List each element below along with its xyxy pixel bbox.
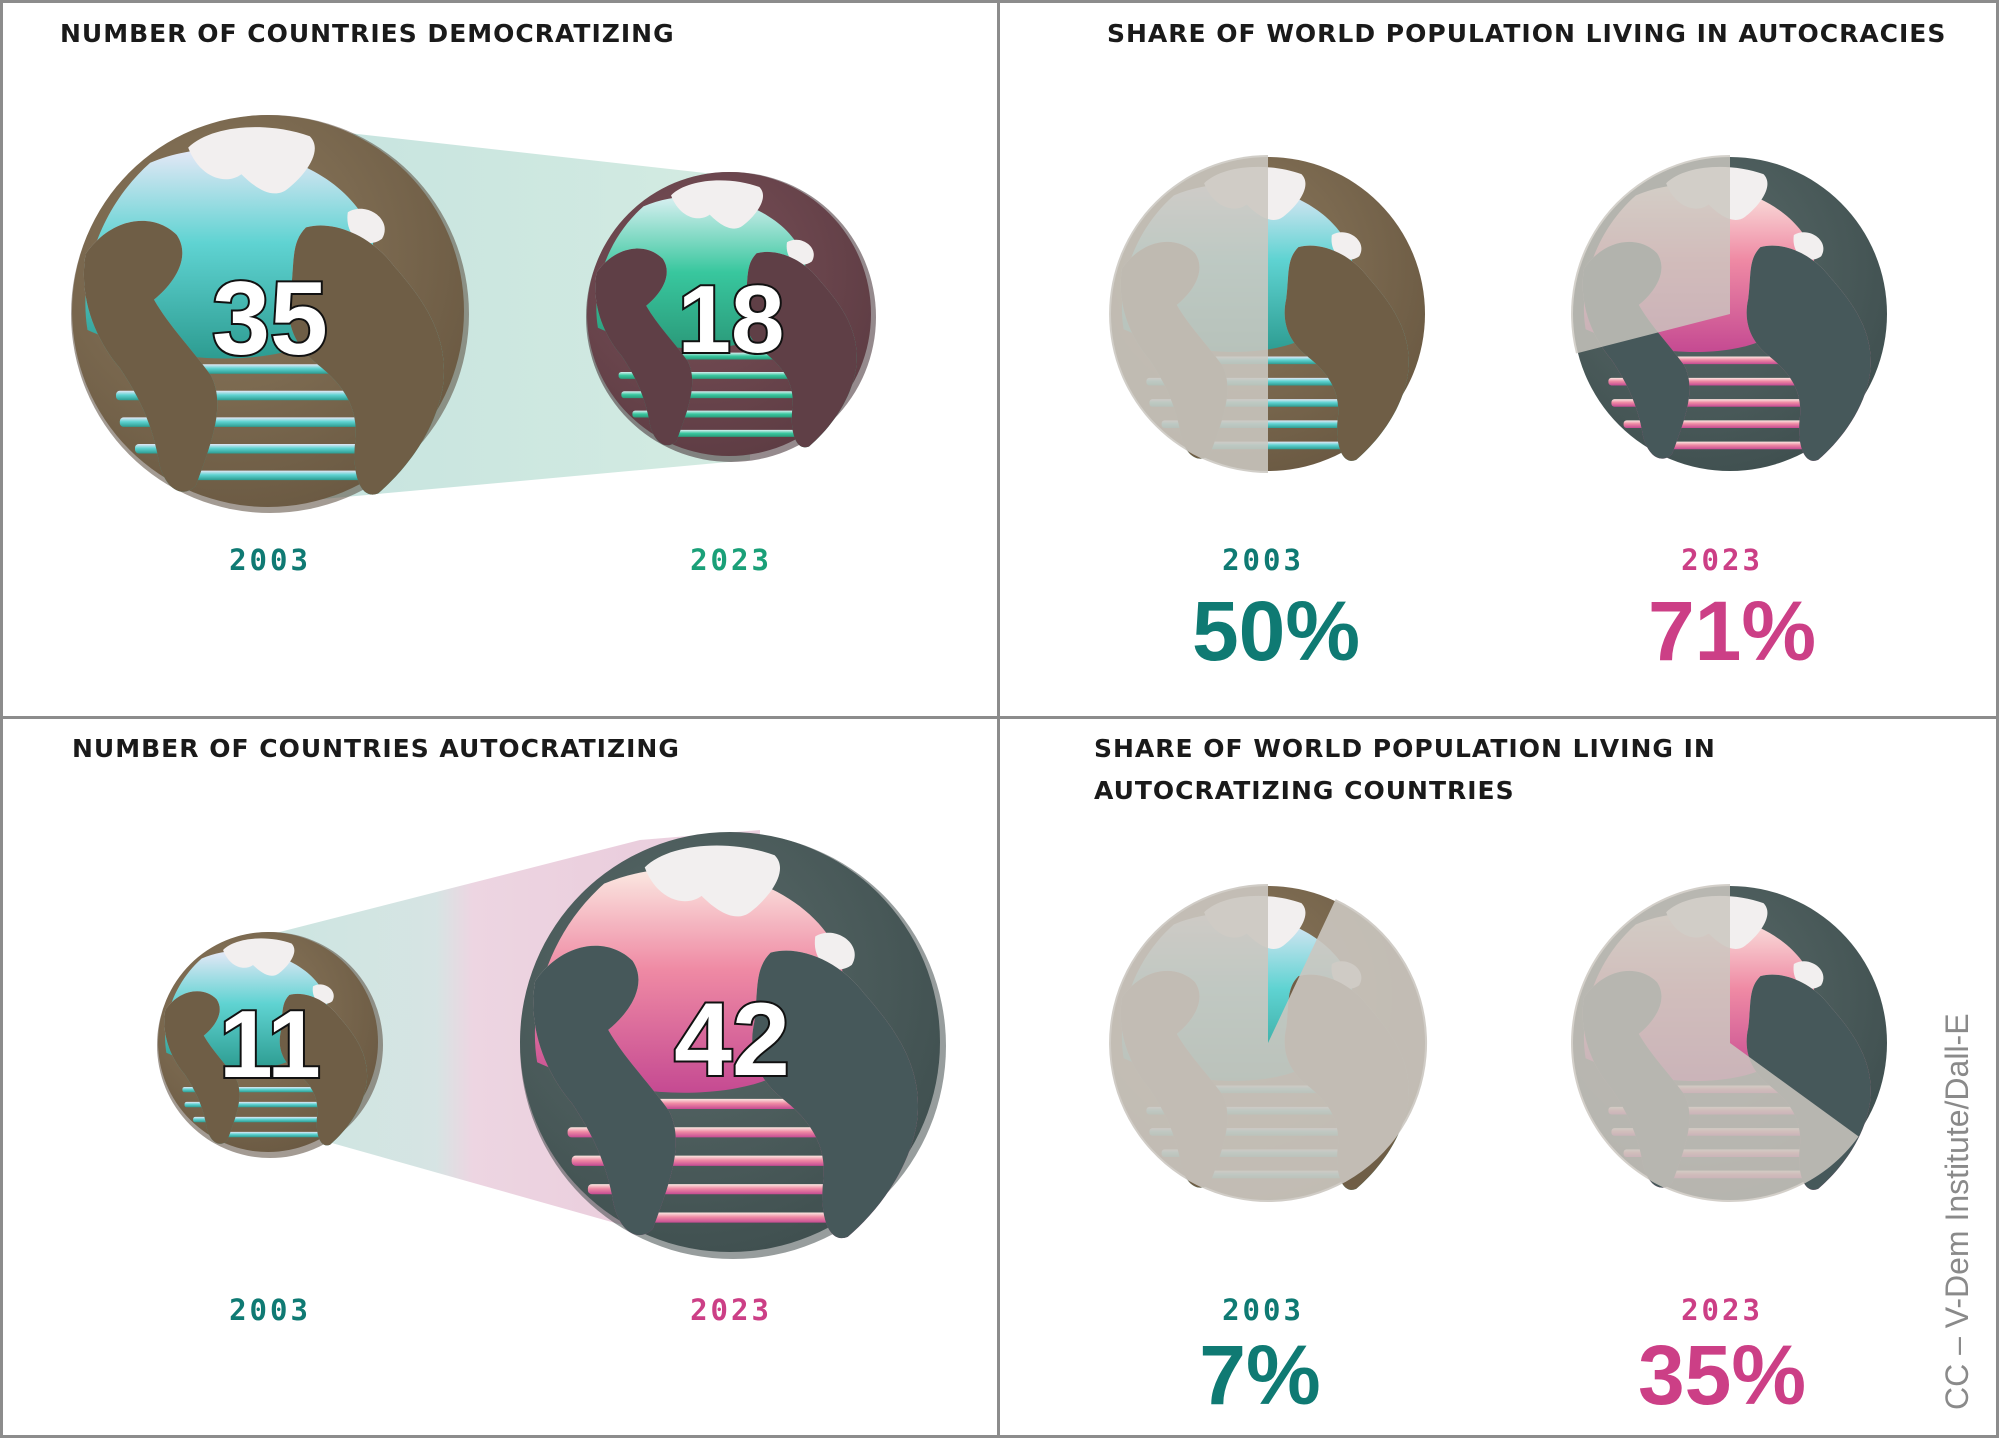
- panel-title-autocratizing-population-line2: AUTOCRATIZING COUNTRIES: [1094, 776, 1515, 805]
- pie-2003-autocracies: [1109, 155, 1425, 473]
- globe-2003-autocratizing: 11: [157, 932, 383, 1158]
- autocracies-2023-percent: 71%: [1648, 584, 1816, 678]
- panel-title-democratizing: NUMBER OF COUNTRIES DEMOCRATIZING: [60, 19, 675, 48]
- year-2023-label: 2023: [690, 543, 772, 577]
- autocratizing-2023-percent: 35%: [1638, 1328, 1806, 1422]
- year-2003-label: 2003: [1222, 543, 1304, 577]
- panel-border-bottom-right: [997, 716, 1999, 1438]
- autocratizing-2003-percent: 7%: [1199, 1328, 1320, 1422]
- panel-title-autocracies: SHARE OF WORLD POPULATION LIVING IN AUTO…: [1107, 19, 1946, 48]
- autocratizing-2003-value: 11: [219, 991, 320, 1098]
- year-2023-label: 2023: [1681, 543, 1763, 577]
- pie-2003-autocratizing: [1109, 884, 1428, 1202]
- year-2023-label: 2023: [1681, 1293, 1763, 1327]
- year-2023-label: 2023: [690, 1293, 772, 1327]
- globe-2023-democratizing: 18: [586, 172, 876, 462]
- year-2003-label: 2003: [229, 543, 311, 577]
- globe-2003-democratizing: 35: [71, 115, 469, 513]
- panel-title-autocratizing: NUMBER OF COUNTRIES AUTOCRATIZING: [72, 734, 680, 763]
- year-2003-label: 2003: [229, 1293, 311, 1327]
- pie-2023-autocratizing-remainder: [1570, 883, 1859, 1202]
- pie-2023-autocratizing: [1570, 883, 1887, 1202]
- democratizing-2023-value: 18: [678, 266, 785, 373]
- globe-2023-autocratizing: 42: [520, 832, 946, 1259]
- image-credit: CC – V-Dem Institute/Dall-E: [1939, 1013, 1975, 1410]
- pie-2023-autocracies-remainder: [1571, 155, 1730, 354]
- democratizing-2003-value: 35: [212, 261, 328, 377]
- panel-title-autocratizing-population-line1: SHARE OF WORLD POPULATION LIVING IN: [1094, 734, 1716, 763]
- autocracies-2003-percent: 50%: [1192, 584, 1360, 678]
- pie-2023-autocracies: [1571, 155, 1887, 471]
- pie-2003-autocracies-remainder: [1109, 155, 1268, 473]
- pie-2003-autocratizing-remainder: [1109, 884, 1428, 1202]
- year-2003-label: 2003: [1222, 1293, 1304, 1327]
- autocratizing-2023-value: 42: [674, 982, 790, 1098]
